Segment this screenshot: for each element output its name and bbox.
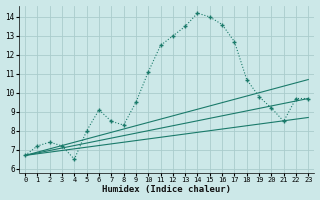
X-axis label: Humidex (Indice chaleur): Humidex (Indice chaleur) <box>102 185 231 194</box>
